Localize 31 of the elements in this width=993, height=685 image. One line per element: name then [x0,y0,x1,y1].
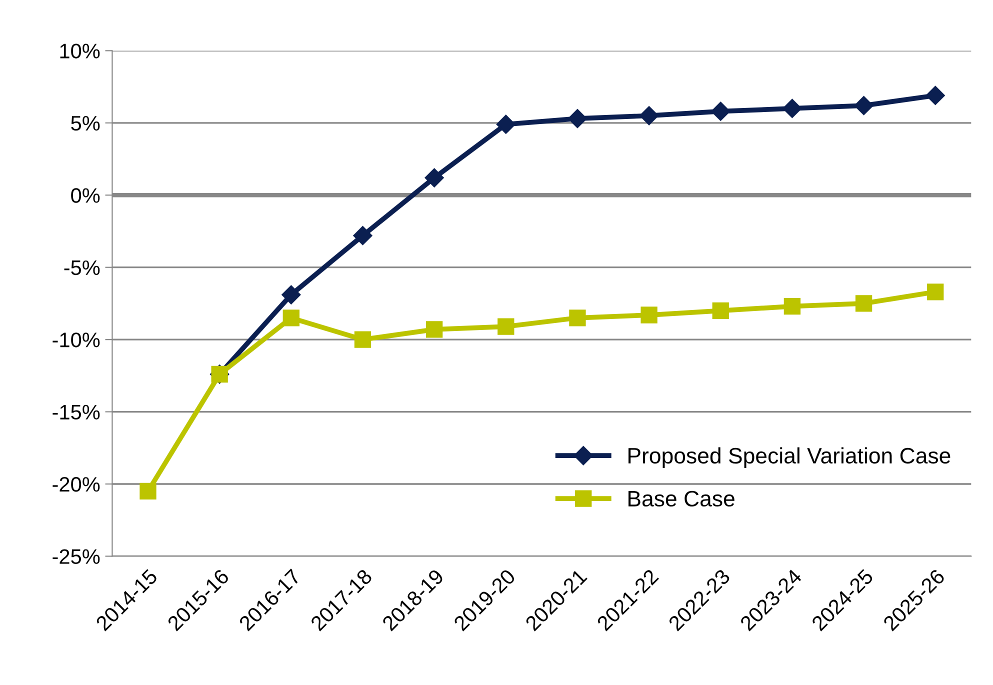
y-tick-label: 5% [71,116,100,131]
point [784,298,801,315]
point [426,321,443,338]
y-tick-label: -5% [64,260,100,276]
y-tick-label: -25% [52,549,100,564]
point [140,482,156,500]
point [640,306,658,324]
legend-label: Proposed Special Variation Case [628,447,950,468]
y-tick-label: -15% [52,404,100,420]
y-tick-label: -20% [52,477,100,492]
point [569,310,586,326]
point [353,226,372,246]
point [640,106,659,126]
point [855,295,872,312]
point [782,98,802,118]
point [711,102,730,121]
legend-label: Base Case [628,490,734,507]
y-tick-label: 0% [71,188,100,203]
y-tick-label: 10% [60,44,100,58]
point [568,109,588,128]
point [498,318,514,335]
point [282,285,301,304]
point [712,302,729,320]
point [354,331,372,348]
point [424,168,444,188]
point [282,310,300,326]
point [927,284,944,300]
point [854,96,874,116]
y-tick-label: -10% [52,332,100,348]
point [496,114,516,134]
point [926,86,945,105]
